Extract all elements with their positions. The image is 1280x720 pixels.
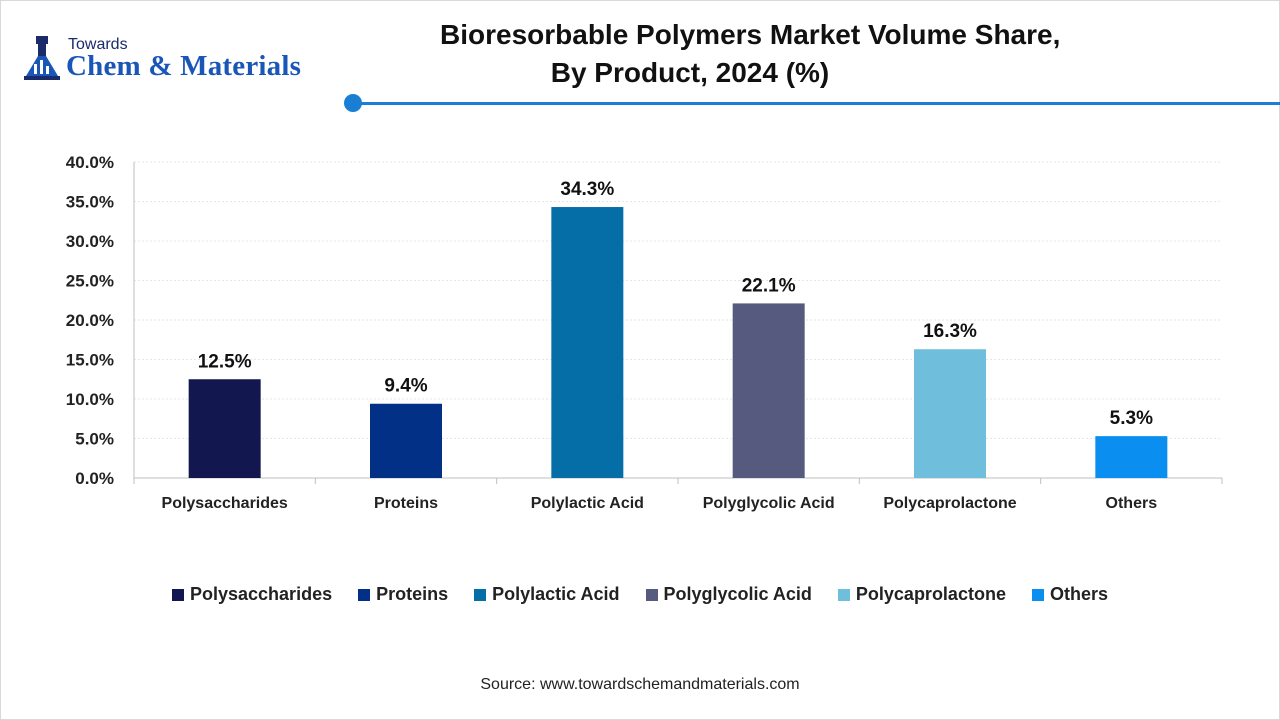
- y-tick-label: 15.0%: [66, 351, 114, 370]
- logo-small-text: Towards: [68, 36, 128, 53]
- legend-label: Polylactic Acid: [492, 584, 620, 604]
- x-tick-label: Polycaprolactone: [883, 495, 1016, 512]
- y-tick-label: 25.0%: [66, 272, 114, 291]
- legend-label: Polycaprolactone: [855, 584, 1006, 604]
- legend-label: Polysaccharides: [190, 584, 333, 604]
- y-tick-label: 30.0%: [66, 232, 114, 251]
- legend-item: Polysaccharides: [172, 584, 332, 605]
- flask-icon: [24, 36, 60, 80]
- accent-divider: [354, 102, 1280, 105]
- y-tick-label: 10.0%: [66, 390, 114, 409]
- legend-swatch: [474, 588, 487, 601]
- bar: [914, 349, 986, 478]
- y-tick-label: 40.0%: [66, 153, 114, 172]
- legend-label: Proteins: [376, 584, 449, 604]
- data-label: 5.3%: [1110, 408, 1153, 429]
- legend-swatch: [358, 588, 371, 601]
- legend-item: Others: [1031, 584, 1108, 605]
- bar: [732, 303, 805, 478]
- data-label: 16.3%: [923, 321, 977, 342]
- bar-chart: 0.0% 5.0% 10.0% 15.0% 20.0% 25.0% 30.0% 35.0% 40…: [66, 153, 1223, 512]
- legend: Polysaccharides Proteins Polylactic Acid Po…: [0, 584, 1280, 605]
- data-label: 9.4%: [384, 376, 427, 397]
- data-label: 12.5%: [198, 351, 252, 372]
- logo: Towards Chem & Materials: [22, 32, 342, 88]
- data-label: 34.3%: [560, 179, 614, 200]
- legend-item: Polyglycolic Acid: [645, 584, 812, 605]
- source-note: Source: www.towardschemandmaterials.com: [480, 676, 800, 693]
- legend-label: Others: [1049, 584, 1108, 604]
- x-tick-label: Polysaccharides: [162, 495, 288, 512]
- bar: [551, 207, 624, 478]
- bar: [188, 379, 261, 478]
- x-tick-label: Others: [1106, 495, 1158, 512]
- chart-title-line1: Bioresorbable Polymers Market Volume Sha…: [440, 19, 1061, 50]
- x-tick-label: Polyglycolic Acid: [703, 495, 835, 512]
- legend-swatch: [645, 588, 658, 601]
- data-label: 22.1%: [742, 275, 796, 296]
- x-tick-label: Proteins: [374, 495, 438, 512]
- legend-item: Polycaprolactone: [837, 584, 1006, 605]
- bar: [370, 403, 442, 478]
- legend-item: Proteins: [358, 584, 448, 605]
- y-tick-label: 35.0%: [66, 193, 114, 212]
- legend-swatch: [837, 588, 850, 601]
- legend-swatch: [1031, 588, 1044, 601]
- legend-item: Polylactic Acid: [474, 584, 620, 605]
- y-tick-label: 5.0%: [75, 430, 114, 449]
- legend-label: Polyglycolic Acid: [663, 584, 812, 604]
- accent-dot: [344, 94, 362, 112]
- y-tick-label: 20.0%: [66, 311, 114, 330]
- y-tick-label: 0.0%: [75, 469, 114, 488]
- legend-swatch: [172, 588, 184, 601]
- chart-title: Bioresorbable Polymers Market Volume Sha…: [440, 16, 1061, 92]
- chart-title-line2: By Product, 2024 (%): [550, 57, 830, 88]
- x-tick-label: Polylactic Acid: [531, 495, 644, 512]
- logo-brand-text: Chem & Materials: [66, 50, 302, 82]
- bar: [1095, 436, 1168, 478]
